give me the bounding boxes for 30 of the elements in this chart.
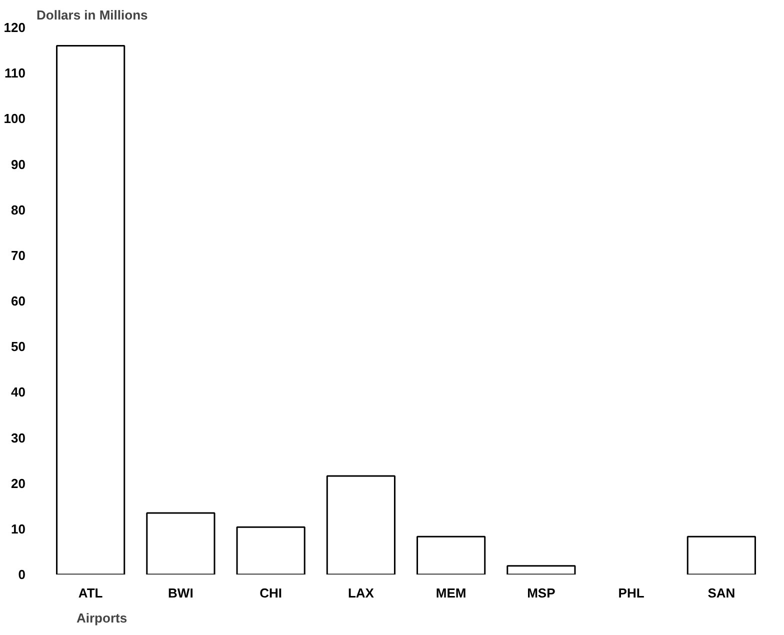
x-tick-label: LAX [348,586,374,600]
x-tick-label: SAN [708,586,736,600]
bar [56,44,126,574]
x-tick-label: MEM [436,586,466,600]
y-tick-label: 110 [4,66,26,81]
y-axis-title: Dollars in Millions [36,8,148,22]
y-tick-label: 0 [18,567,26,582]
bar [236,526,306,574]
x-tick-label: BWI [168,586,194,600]
x-tick-label: MSP [527,586,556,600]
x-tick-label: CHI [260,586,282,600]
y-tick-label: 90 [11,156,26,172]
x-tick-label: PHL [618,586,644,600]
y-tick-label: 120 [4,20,26,35]
x-axis-title: Airports [76,610,128,626]
y-tick-label: 30 [11,430,26,446]
y-tick-label: 100 [4,111,26,126]
bar [416,536,486,574]
y-tick-label: 60 [11,294,26,308]
y-tick-label: 20 [11,476,26,491]
y-tick-label: 70 [11,248,26,263]
bar [326,475,396,574]
y-tick-label: 50 [11,339,26,354]
y-tick-label: 10 [11,521,26,536]
bar [146,512,216,574]
bar [506,565,576,574]
y-tick-label: 80 [11,202,26,218]
bar [686,536,756,574]
y-tick-label: 40 [11,384,26,400]
x-tick-label: ATL [78,586,103,600]
